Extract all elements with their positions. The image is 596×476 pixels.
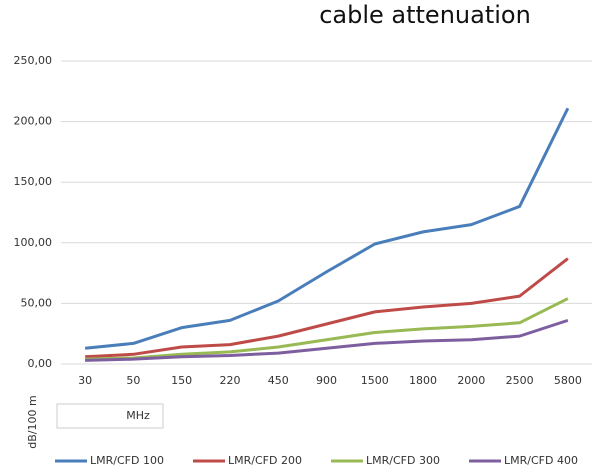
y-tick-label: 0,00 bbox=[28, 357, 53, 370]
x-tick-label: 220 bbox=[219, 374, 240, 387]
y-tick-label: 50,00 bbox=[21, 296, 53, 309]
x-tick-label: 50 bbox=[126, 374, 140, 387]
x-tick-label: 30 bbox=[78, 374, 92, 387]
x-label-box bbox=[56, 403, 164, 429]
legend-label: LMR/CFD 400 bbox=[504, 454, 578, 467]
legend-label: LMR/CFD 300 bbox=[366, 454, 440, 467]
x-tick-label: 150 bbox=[171, 374, 192, 387]
y-tick-label: 200,00 bbox=[14, 115, 53, 128]
y-tick-label: 250,00 bbox=[14, 54, 53, 67]
legend-label: LMR/CFD 200 bbox=[228, 454, 302, 467]
y-tick-label: 100,00 bbox=[14, 236, 53, 249]
series-line bbox=[85, 297, 569, 361]
legend-label: LMR/CFD 100 bbox=[90, 454, 164, 467]
x-tick-label: 1500 bbox=[361, 374, 389, 387]
x-axis-label: MHz bbox=[126, 409, 150, 422]
x-tick-label: 5800 bbox=[554, 374, 582, 387]
x-tick-label: 1800 bbox=[409, 374, 437, 387]
series-line bbox=[85, 257, 569, 359]
y-axis-label: dB/100 m bbox=[26, 395, 39, 448]
x-tick-label: 2500 bbox=[506, 374, 534, 387]
series-line bbox=[84, 107, 570, 350]
x-tick-label: 900 bbox=[316, 374, 337, 387]
x-tick-label: 450 bbox=[268, 374, 289, 387]
chart-title: cable attenuation bbox=[319, 1, 531, 29]
y-tick-label: 150,00 bbox=[14, 175, 53, 188]
series-line bbox=[85, 318, 569, 362]
x-tick-label: 2000 bbox=[457, 374, 485, 387]
